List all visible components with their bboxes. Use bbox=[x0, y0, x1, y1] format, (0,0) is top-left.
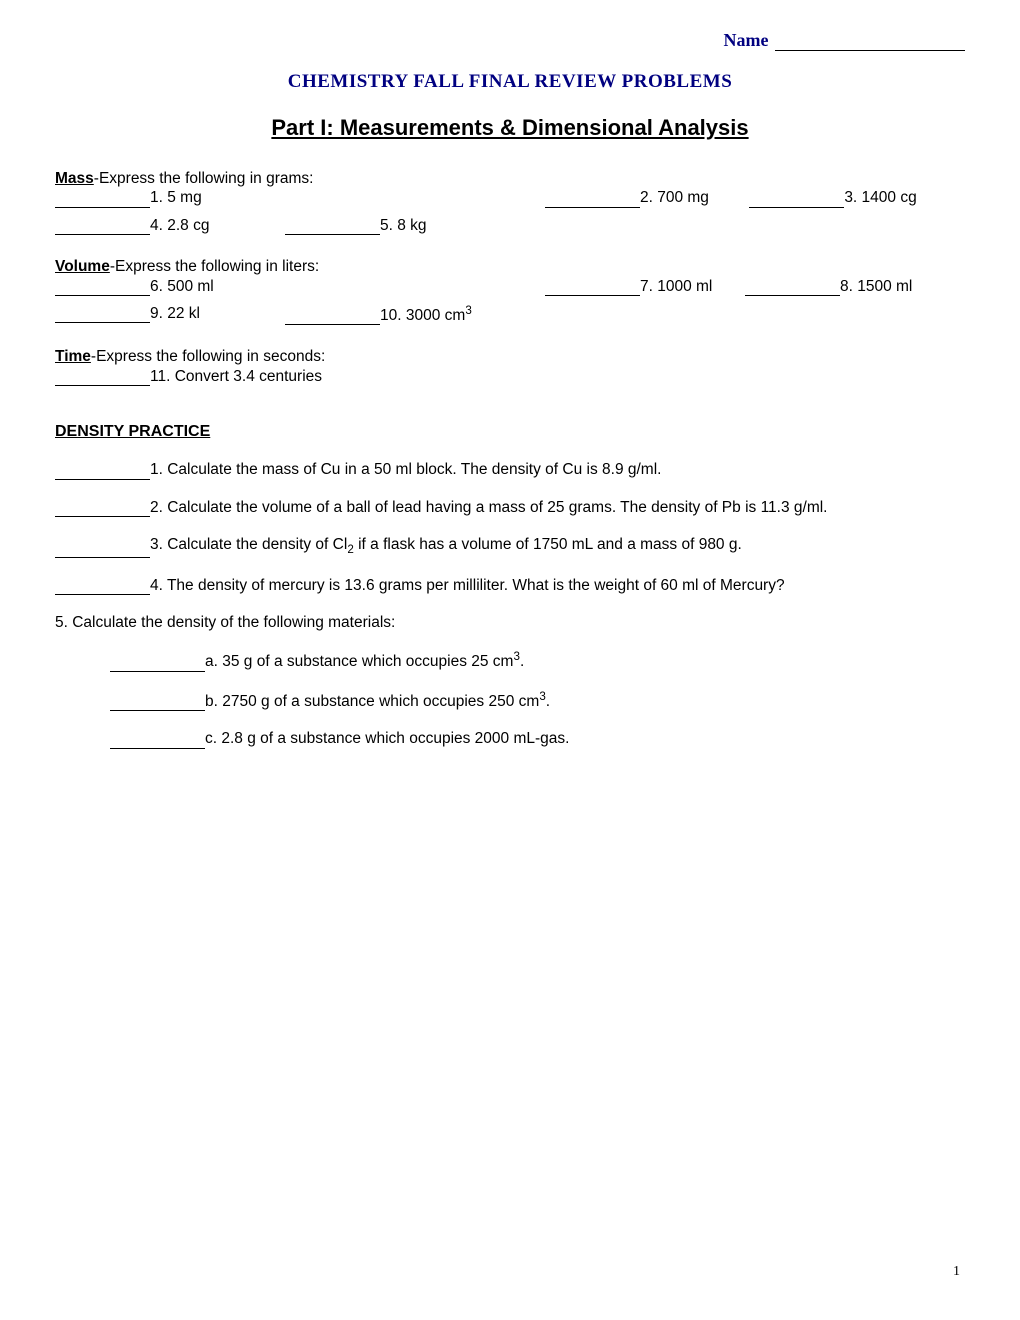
volume-q10-pre: 10. 3000 cm bbox=[380, 307, 465, 324]
time-q11-row: 11. Convert 3.4 centuries bbox=[55, 367, 965, 386]
page-title: CHEMISTRY FALL FINAL REVIEW PROBLEMS bbox=[55, 71, 965, 93]
mass-q2: 2. 700 mg bbox=[640, 189, 709, 206]
volume-heading-row: Volume-Express the following in liters: bbox=[55, 257, 965, 276]
mass-row-1: 1. 5 mg 2. 700 mg 3. 1400 cg bbox=[55, 188, 965, 207]
volume-row-1: 6. 500 ml 7. 1000 ml 8. 1500 ml bbox=[55, 277, 965, 296]
density-q5a-post: . bbox=[520, 653, 524, 670]
density-q5b-pre: b. 2750 g of a substance which occupies … bbox=[205, 693, 539, 710]
density-q2: 2. Calculate the volume of a ball of lea… bbox=[150, 499, 828, 516]
volume-q10-cell: 10. 3000 cm3 bbox=[285, 304, 472, 326]
mass-q4-cell: 4. 2.8 cg bbox=[55, 216, 285, 235]
mass-q5-cell: 5. 8 kg bbox=[285, 216, 427, 235]
answer-blank bbox=[285, 309, 380, 326]
section-title: Part I: Measurements & Dimensional Analy… bbox=[55, 115, 965, 141]
density-q1: 1. Calculate the mass of Cu in a 50 ml b… bbox=[150, 461, 661, 478]
answer-blank bbox=[55, 578, 150, 595]
answer-blank bbox=[55, 463, 150, 480]
volume-heading: Volume bbox=[55, 258, 110, 275]
volume-row-2: 9. 22 kl 10. 3000 cm3 bbox=[55, 304, 965, 326]
volume-q10-sup: 3 bbox=[465, 304, 471, 317]
density-q5c-row: c. 2.8 g of a substance which occupies 2… bbox=[55, 729, 965, 748]
density-q2-row: 2. Calculate the volume of a ball of lea… bbox=[55, 498, 965, 517]
mass-q5: 5. 8 kg bbox=[380, 217, 427, 234]
density-q4: 4. The density of mercury is 13.6 grams … bbox=[150, 577, 785, 594]
mass-q3-cell: 3. 1400 cg bbox=[745, 188, 917, 207]
volume-q6-cell: 6. 500 ml bbox=[55, 277, 545, 296]
density-q4-row: 4. The density of mercury is 13.6 grams … bbox=[55, 576, 965, 595]
answer-blank bbox=[55, 541, 150, 558]
content-body: Mass-Express the following in grams: 1. … bbox=[55, 169, 965, 749]
answer-blank bbox=[745, 279, 840, 296]
time-q11: 11. Convert 3.4 centuries bbox=[150, 368, 322, 385]
answer-blank bbox=[55, 279, 150, 296]
time-instruction: -Express the following in seconds: bbox=[91, 348, 325, 365]
density-q5a-pre: a. 35 g of a substance which occupies 25… bbox=[205, 653, 513, 670]
name-field-row: Name bbox=[55, 30, 965, 51]
volume-q8-cell: 8. 1500 ml bbox=[745, 277, 912, 296]
answer-blank bbox=[55, 370, 150, 387]
time-heading-row: Time-Express the following in seconds: bbox=[55, 347, 965, 366]
answer-blank bbox=[110, 655, 205, 672]
page-number: 1 bbox=[953, 1264, 960, 1280]
mass-q1: 1. 5 mg bbox=[150, 189, 202, 206]
answer-blank bbox=[285, 219, 380, 236]
name-label: Name bbox=[724, 30, 769, 50]
time-heading: Time bbox=[55, 348, 91, 365]
answer-blank bbox=[110, 695, 205, 712]
mass-instruction: -Express the following in grams: bbox=[94, 170, 314, 187]
mass-row-2: 4. 2.8 cg 5. 8 kg bbox=[55, 216, 965, 235]
mass-heading: Mass bbox=[55, 170, 94, 187]
answer-blank bbox=[55, 307, 150, 324]
answer-blank bbox=[545, 191, 640, 208]
density-q5a-row: a. 35 g of a substance which occupies 25… bbox=[55, 650, 965, 672]
answer-blank bbox=[110, 732, 205, 749]
density-q3-row: 3. Calculate the density of Cl2 if a fla… bbox=[55, 535, 965, 558]
answer-blank bbox=[55, 500, 150, 517]
answer-blank bbox=[55, 191, 150, 208]
volume-q6: 6. 500 ml bbox=[150, 278, 214, 295]
density-q5c: c. 2.8 g of a substance which occupies 2… bbox=[205, 730, 569, 747]
density-q5b-row: b. 2750 g of a substance which occupies … bbox=[55, 690, 965, 712]
density-q5-intro-row: 5. Calculate the density of the followin… bbox=[55, 613, 965, 632]
volume-q9: 9. 22 kl bbox=[150, 305, 200, 322]
volume-q7-cell: 7. 1000 ml bbox=[545, 277, 745, 296]
mass-q1-cell: 1. 5 mg bbox=[55, 188, 545, 207]
mass-heading-row: Mass-Express the following in grams: bbox=[55, 169, 965, 188]
density-q5b-post: . bbox=[546, 693, 550, 710]
name-blank-line bbox=[775, 50, 965, 51]
volume-q7: 7. 1000 ml bbox=[640, 278, 712, 295]
density-q3-post: if a flask has a volume of 1750 mL and a… bbox=[354, 536, 742, 553]
density-title: DENSITY PRACTICE bbox=[55, 422, 965, 442]
density-q3-pre: 3. Calculate the density of Cl bbox=[150, 536, 347, 553]
volume-q9-cell: 9. 22 kl bbox=[55, 304, 285, 326]
mass-q2-cell: 2. 700 mg bbox=[545, 188, 745, 207]
mass-q3: 3. 1400 cg bbox=[844, 189, 916, 206]
answer-blank bbox=[55, 219, 150, 236]
density-q1-row: 1. Calculate the mass of Cu in a 50 ml b… bbox=[55, 460, 965, 479]
mass-q4: 4. 2.8 cg bbox=[150, 217, 209, 234]
volume-q8: 8. 1500 ml bbox=[840, 278, 912, 295]
volume-instruction: -Express the following in liters: bbox=[110, 258, 319, 275]
density-q5-intro: 5. Calculate the density of the followin… bbox=[55, 614, 395, 631]
page-container: Name CHEMISTRY FALL FINAL REVIEW PROBLEM… bbox=[0, 0, 1020, 1320]
answer-blank bbox=[749, 191, 844, 208]
answer-blank bbox=[545, 279, 640, 296]
